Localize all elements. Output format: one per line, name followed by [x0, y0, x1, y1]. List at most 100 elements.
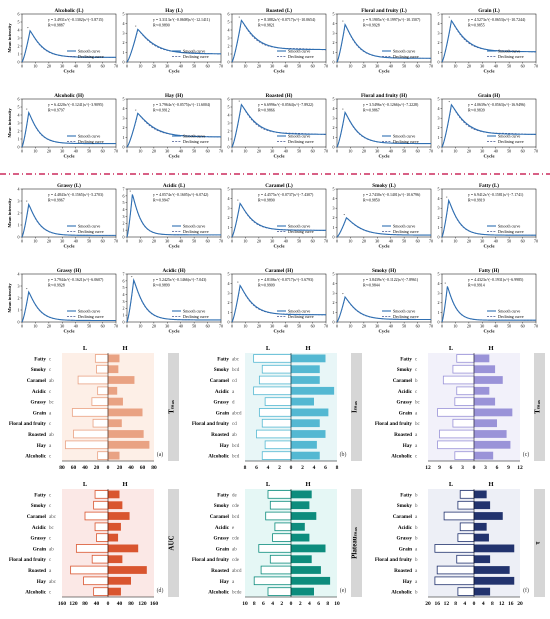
category-label: Acidic [32, 389, 47, 395]
bar-H [108, 512, 130, 520]
category-label: Smoky [31, 367, 47, 373]
bar-L [91, 554, 109, 564]
significance-letter: c [415, 368, 418, 373]
x-tick-label: 50 [297, 64, 301, 69]
y-tick-label: 5 [333, 186, 335, 191]
x-tick-label: 4 [313, 465, 316, 471]
bar-H [291, 419, 320, 428]
x-axis-label: Cycle [274, 244, 285, 249]
plot-frame [126, 98, 222, 148]
category-label: Caramel [393, 514, 413, 520]
peak-asterisk: * [342, 292, 344, 296]
line-panel-D1: Grassy (H) 0 10 20 30 40 50 60 70 0 1 2 3 4 Cycle Mean … [7, 267, 118, 334]
y-tick-label: 3 [18, 283, 20, 288]
fit-formula: y = 8.3882x^(−0.0717)x^(−10.0654) [258, 18, 316, 22]
significance-letter: ab [232, 547, 237, 552]
y-tick-label: 5 [18, 104, 20, 109]
line-panel-C2: Acidic (L)0 10 20 30 40 50 60 7001234567Cycle*y… [123, 182, 224, 249]
x-tick-label: 60 [206, 239, 210, 244]
panel-title: Hay (H) [165, 92, 183, 99]
category-label: Floral and fruity [9, 421, 47, 427]
x-tick-label: 70 [324, 239, 328, 244]
y-tick-label: 2 [438, 125, 440, 130]
y-tick-label: 0 [228, 319, 230, 324]
x-tick-label: 10 [243, 324, 247, 329]
y-tick-label: 1 [123, 313, 125, 318]
y-axis-label: Mean intensity [7, 108, 12, 138]
plot-frame [231, 273, 327, 323]
metric-label: Iₘₐₓ [351, 400, 359, 413]
significance-letter: a [415, 580, 418, 585]
y-tick-label: 4 [228, 112, 230, 117]
bar-H [474, 430, 507, 438]
significance-letter: bcd [232, 515, 240, 520]
y-tick-label: 4 [333, 281, 335, 286]
significance-letter: b [415, 591, 418, 596]
x-tick-label: 10 [138, 239, 142, 244]
x-tick-label: 60 [416, 149, 420, 154]
line-panel-A5: Grain (L) 0 10 20 30 40 50 60 70 0 1 2 3 4 5 Cycle * y = … [438, 7, 539, 74]
metric-strip [351, 353, 362, 461]
x-tick-label: 60 [206, 64, 210, 69]
bar-H [291, 544, 326, 553]
x-tick-label: 30 [375, 239, 379, 244]
x-tick-label: 0 [126, 324, 128, 329]
significance-letter: b [415, 493, 418, 498]
bar-H [291, 408, 329, 417]
x-tick-label: 50 [507, 149, 511, 154]
legend-declining-label: Declining curve [288, 54, 314, 59]
x-tick-label: 2 [280, 601, 283, 607]
x-tick-label: 30 [270, 324, 274, 329]
x-axis-label: Cycle [169, 329, 180, 334]
x-tick-label: 20 [517, 601, 523, 607]
y-tick-label: 2 [18, 210, 20, 215]
metric-label: Tₘₐₓ [534, 399, 542, 414]
peak-asterisk: * [448, 100, 450, 104]
x-tick-label: 10 [242, 601, 248, 607]
y-tick-label: 1 [228, 225, 230, 230]
x-tick-label: 9 [438, 465, 441, 471]
line-panel-B3: Roasted (H) 0 10 20 30 40 50 60 70 0 1 2 3 4 5 6 Cycle * y… [228, 92, 329, 159]
x-tick-label: 30 [165, 64, 169, 69]
peak-asterisk: * [131, 275, 133, 279]
x-tick-label: 0 [107, 601, 110, 607]
significance-letter: a [415, 547, 418, 552]
line-panel-A3: Roasted (L) 0 10 20 30 40 50 60 70 0 1 2 3 4 5 6 Cycle * y… [228, 7, 329, 74]
y-tick-label: 2 [228, 300, 230, 305]
x-tick-label: 30 [270, 239, 274, 244]
smooth-curve [441, 286, 536, 323]
significance-letter: ab [49, 379, 54, 384]
x-tick-label: 30 [375, 64, 379, 69]
fit-formula: y = 5.2425x^(−0.1466)x^(−7.043) [153, 278, 207, 282]
bar-L [94, 522, 109, 532]
y-axis-label: Mean intensity [7, 198, 12, 228]
x-axis-label: Cycle [169, 69, 180, 74]
bar-L [434, 576, 475, 586]
category-label: Grain [216, 410, 229, 416]
fit-formula: y = 6.9412x^(−0.1581)x^(−7.1741) [468, 193, 524, 197]
y-tick-label: 4 [123, 292, 125, 297]
category-label: Grassy [30, 400, 46, 406]
x-tick-label: 30 [60, 64, 64, 69]
fit-r2: R²=0.9867 [363, 109, 380, 113]
significance-letter: a [415, 569, 418, 574]
x-tick-label: 160 [150, 601, 159, 607]
x-tick-label: 0 [21, 324, 23, 329]
metric-strip [534, 489, 545, 597]
x-tick-label: 120 [69, 601, 78, 607]
x-tick-label: 8 [244, 465, 247, 471]
bar-H [474, 555, 491, 564]
x-tick-label: 60 [140, 465, 146, 471]
legend-declining-label: Declining curve [78, 229, 104, 234]
legend-smooth-label: Smooth curve [288, 223, 311, 228]
peak-asterisk: * [238, 100, 240, 104]
panel-title: Floral and fruity (L) [361, 7, 407, 14]
significance-letter: d [232, 401, 235, 406]
x-tick-label: 10 [334, 601, 340, 607]
y-tick-label: 1 [438, 310, 440, 315]
y-tick-label: 4 [228, 196, 230, 201]
y-tick-label: 1 [18, 222, 20, 227]
y-tick-label: 5 [333, 96, 335, 101]
